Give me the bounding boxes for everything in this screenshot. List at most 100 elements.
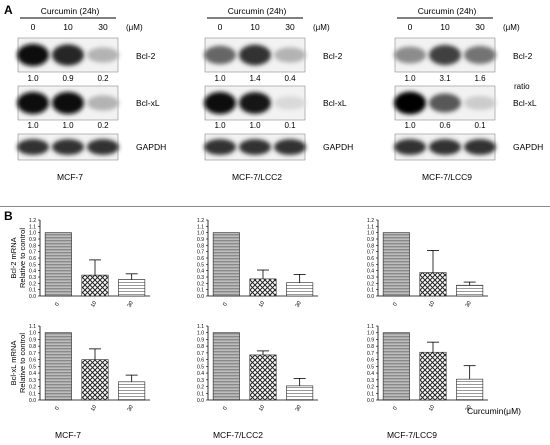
y-tick-label: 0.8 [367, 243, 374, 249]
bcl2-band [394, 46, 426, 64]
y-tick-label: 0.9 [367, 237, 374, 243]
bclxl-ratio: 0.1 [284, 121, 296, 130]
y-tick-label: 0.6 [367, 358, 374, 364]
blot-group-1: Curcumin (24h) 0 10 30 (μM) Bcl-2 1.0 0.9 0.2 Bcl… [17, 6, 166, 182]
bcl2-band [87, 47, 119, 63]
treatment-label: Curcumin (24h) [418, 6, 477, 16]
gapdh-label: GAPDH [513, 142, 543, 152]
bcl2-label: Bcl-2 [323, 51, 343, 61]
y-tick-label: 0.3 [29, 275, 36, 281]
y-tick-label: 0.0 [29, 294, 36, 300]
bclxl-label: Bcl-xL [323, 98, 347, 108]
dose-label: 0 [408, 22, 413, 32]
bar-chart-5: 0.00.10.20.30.40.50.60.70.80.91.01.1 0 10 3… [197, 324, 318, 413]
bclxl-ratio: 1.0 [404, 121, 416, 130]
bcl2-band [429, 44, 461, 66]
bar [286, 282, 314, 297]
y-tick-label: 0.1 [29, 288, 36, 294]
y-tick-label: 0.4 [29, 269, 36, 275]
bclxl-label: Bcl-xL [513, 98, 537, 108]
bar-chart-1: 0.00.10.20.30.40.50.60.70.80.91.01.11.2 0… [29, 218, 150, 309]
bcl2-ratio: 0.9 [62, 74, 74, 83]
y-tick-label: 0.3 [197, 275, 204, 281]
y-tick-label: 0.0 [197, 294, 204, 300]
bcl2-ratio: 1.0 [404, 74, 416, 83]
bar [382, 232, 410, 297]
x-tick-label: 0 [54, 406, 61, 412]
y-tick-label: 0.3 [197, 378, 204, 384]
y-tick-label: 1.0 [197, 331, 204, 337]
dose-label: 10 [63, 22, 73, 32]
dose-label: 30 [285, 22, 295, 32]
cell-line-label: MCF-7/LCC2 [213, 430, 263, 440]
panel-a: A Curcumin (24h) 0 10 30 (μM) Bcl-2 1.0 0.9 0.2 Bc… [4, 3, 543, 182]
y-tick-label: 1.0 [29, 231, 36, 237]
bclxl-band [52, 91, 84, 115]
bar [249, 354, 277, 401]
bcl2-band [464, 46, 496, 64]
unit-label: (μM) [126, 23, 143, 32]
bclxl-ratio: 1.0 [214, 121, 226, 130]
gapdh-label: GAPDH [323, 142, 353, 152]
bclxl-band [204, 91, 236, 115]
y-tick-label: 0.7 [29, 351, 36, 357]
x-tick-label: 0 [54, 302, 61, 308]
bar-chart-3: 0.00.10.20.30.40.50.60.70.80.91.01.11.2 0… [367, 218, 488, 309]
bcl2-ylabel-line2: Relative to control [18, 228, 27, 288]
y-tick-label: 0.8 [29, 243, 36, 249]
bar [249, 278, 277, 297]
bcl2-ratio: 1.0 [27, 74, 39, 83]
bar [81, 274, 109, 297]
x-tick-label: 10 [428, 300, 436, 308]
y-tick-label: 0.4 [367, 269, 374, 275]
bcl2-band [239, 44, 271, 66]
y-tick-label: 0.1 [367, 391, 374, 397]
panel-b-letter: B [4, 209, 13, 223]
bar [118, 279, 146, 297]
y-tick-label: 1.2 [29, 218, 36, 224]
y-tick-label: 1.1 [29, 224, 36, 230]
bar [456, 378, 484, 401]
bcl2-ratio: 0.4 [284, 74, 296, 83]
dose-label: 0 [31, 22, 36, 32]
y-tick-label: 0.3 [367, 275, 374, 281]
y-tick-label: 1.0 [197, 231, 204, 237]
y-tick-label: 0.9 [29, 337, 36, 343]
bclxl-ylabel-line1: Bcl-xL mRNA [9, 341, 18, 386]
cell-line-label: MCF-7 [55, 430, 81, 440]
bcl2-ylabel-line1: Bcl-2 mRNA [9, 237, 18, 278]
bar [382, 332, 410, 401]
y-tick-label: 0.8 [197, 243, 204, 249]
blot-group-2: Curcumin (24h) 0 10 30 (μM) Bcl-2 1.0 1.4 0.4 Bcl… [204, 6, 353, 182]
y-tick-label: 1.2 [197, 218, 204, 224]
dose-label: 10 [250, 22, 260, 32]
bar [118, 381, 146, 401]
bcl2-band [204, 45, 236, 65]
bclxl-ratio: 1.0 [27, 121, 39, 130]
x-tick-label: 0 [222, 406, 229, 412]
gapdh-band [204, 139, 236, 155]
y-tick-label: 0.4 [29, 371, 36, 377]
cell-line-label: MCF-7 [57, 172, 83, 182]
cell-line-label: MCF-7/LCC2 [232, 172, 282, 182]
panel-divider [0, 206, 550, 207]
x-tick-label: 10 [90, 404, 98, 412]
bclxl-ratio: 0.6 [439, 121, 451, 130]
y-tick-label: 0.8 [197, 344, 204, 350]
bcl2-ratio: 1.0 [214, 74, 226, 83]
bar-chart-6: 0.00.10.20.30.40.50.60.70.80.91.01.1 0 10 3… [367, 324, 488, 413]
unit-label: (μM) [313, 23, 330, 32]
bcl2-band [274, 47, 306, 63]
y-tick-label: 0.2 [29, 385, 36, 391]
y-tick-label: 0.2 [367, 385, 374, 391]
y-tick-label: 0.7 [367, 250, 374, 256]
y-tick-label: 0.0 [197, 398, 204, 404]
bar-chart-4: 0.00.10.20.30.40.50.60.70.80.91.01.1 0 10 3… [29, 324, 150, 413]
bar [44, 232, 72, 297]
y-tick-label: 0.6 [29, 256, 36, 262]
bclxl-band [464, 95, 496, 111]
x-tick-label: 0 [392, 302, 399, 308]
bar [44, 332, 72, 401]
y-tick-label: 0.1 [197, 391, 204, 397]
treatment-label: Curcumin (24h) [228, 6, 287, 16]
